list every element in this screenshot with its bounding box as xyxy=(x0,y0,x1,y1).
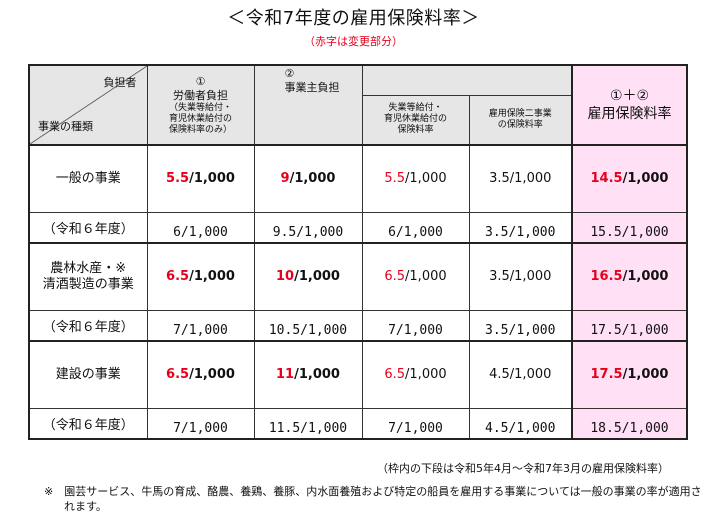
worker-rate-cell: 6.5/1,000 xyxy=(146,340,255,409)
table-row: 農林水産・※ 清酒製造の事業 6.5/1,000 10/1,000 6.5/1,… xyxy=(28,242,688,311)
employer-rate-cell: 11/1,000 xyxy=(253,340,363,409)
category-line-2: 清酒製造の事業 xyxy=(42,276,134,292)
prev-sub1-rate: 7/1,000 xyxy=(361,407,470,440)
sub1-rate-cell: 6.5/1,000 xyxy=(361,340,470,409)
total-rate-cell: 14.5/1,000 xyxy=(571,144,688,213)
prev-sub1-rate: 7/1,000 xyxy=(361,309,470,342)
corner-header-cell: 負担者 事業の種類 xyxy=(28,64,148,146)
category-cell: 農林水産・※ 清酒製造の事業 xyxy=(28,242,148,311)
employer-num: ② xyxy=(284,66,295,80)
prev-year-label: （令和６年度） xyxy=(28,407,148,440)
period-note: （枠内の下段は令和5年4月～令和7年3月の雇用保険料率） xyxy=(377,462,669,475)
table-row-prev: （令和６年度） 7/1,000 11.5/1,000 7/1,000 4.5/1… xyxy=(28,407,688,440)
sub1-line-3: 保険料率 xyxy=(397,125,434,136)
prev-sub1-rate: 6/1,000 xyxy=(361,211,470,244)
worker-note-2: 育児休業給付の xyxy=(168,113,232,124)
worker-header-cell: ① 労働者負担 （失業等給付・ 育児休業給付の 保険料率のみ） xyxy=(146,64,255,146)
prev-worker-rate: 7/1,000 xyxy=(146,407,255,440)
prev-total-rate: 15.5/1,000 xyxy=(571,211,688,244)
prev-worker-rate: 6/1,000 xyxy=(146,211,255,244)
employer-header-lower xyxy=(253,95,363,146)
table-row: 建設の事業 6.5/1,000 11/1,000 6.5/1,000 4.5/1… xyxy=(28,340,688,409)
employer-label: 事業主負担 xyxy=(284,80,340,94)
total-rate-cell: 16.5/1,000 xyxy=(571,242,688,311)
total-num: ①＋② xyxy=(609,88,650,104)
employer-rate-cell: 10/1,000 xyxy=(253,242,363,311)
prev-employer-rate: 9.5/1,000 xyxy=(253,211,363,244)
prev-total-rate: 18.5/1,000 xyxy=(571,407,688,440)
corner-bottom-label: 事業の種類 xyxy=(38,120,93,133)
prev-employer-rate: 11.5/1,000 xyxy=(253,407,363,440)
prev-total-rate: 17.5/1,000 xyxy=(571,309,688,342)
category-line-1: 農林水産・※ xyxy=(50,260,127,276)
prev-year-label: （令和６年度） xyxy=(28,309,148,342)
corner-top-label: 負担者 xyxy=(103,76,137,89)
total-label: 雇用保険料率 xyxy=(587,106,672,122)
sub2-line-1: 雇用保険二事業 xyxy=(488,108,552,119)
employer-rate-cell: 9/1,000 xyxy=(253,144,363,213)
sub2-rate-cell: 3.5/1,000 xyxy=(468,144,573,213)
category-cell: 建設の事業 xyxy=(28,340,148,409)
prev-sub2-rate: 3.5/1,000 xyxy=(468,309,573,342)
worker-note-1: （失業等給付・ xyxy=(168,102,232,113)
total-header-cell: ①＋② 雇用保険料率 xyxy=(571,64,688,146)
prev-year-label: （令和６年度） xyxy=(28,211,148,244)
rate-table: 負担者 事業の種類 ① 労働者負担 （失業等給付・ 育児休業給付の 保険料率のみ… xyxy=(28,64,688,440)
sub1-line-1: 失業等給付・ xyxy=(388,103,443,114)
worker-num: ① xyxy=(195,74,206,88)
sub2-rate-cell: 3.5/1,000 xyxy=(468,242,573,311)
prev-sub2-rate: 4.5/1,000 xyxy=(468,407,573,440)
table-row: 一般の事業 5.5/1,000 9/1,000 5.5/1,000 3.5/1,… xyxy=(28,144,688,213)
worker-label: 労働者負担 xyxy=(173,88,228,102)
category-cell: 一般の事業 xyxy=(28,144,148,213)
prev-sub2-rate: 3.5/1,000 xyxy=(468,211,573,244)
page-title: ＜令和7年度の雇用保険料率＞ xyxy=(227,8,480,29)
prev-worker-rate: 7/1,000 xyxy=(146,309,255,342)
sub1-header-cell: 失業等給付・ 育児休業給付の 保険料率 xyxy=(361,94,470,146)
page-subtitle: （赤字は変更部分） xyxy=(304,35,403,48)
worker-rate-cell: 5.5/1,000 xyxy=(146,144,255,213)
sub1-rate-cell: 6.5/1,000 xyxy=(361,242,470,311)
table-row-prev: （令和６年度） 7/1,000 10.5/1,000 7/1,000 3.5/1… xyxy=(28,309,688,342)
employer-header-cell: ② 事業主負担 xyxy=(253,64,363,95)
total-rate-cell: 17.5/1,000 xyxy=(571,340,688,409)
table-row-prev: （令和６年度） 6/1,000 9.5/1,000 6/1,000 3.5/1,… xyxy=(28,211,688,244)
sub1-rate-cell: 5.5/1,000 xyxy=(361,144,470,213)
sub2-rate-cell: 4.5/1,000 xyxy=(468,340,573,409)
employer-header-spacer xyxy=(362,64,573,95)
worker-note-3: 保険料率のみ） xyxy=(168,124,232,135)
sub2-header-cell: 雇用保険二事業 の保険料率 xyxy=(468,94,573,146)
footnote: ※ 園芸サービス、牛馬の育成、酪農、養鶏、養豚、内水面養殖および特定の船員を雇用… xyxy=(44,485,702,513)
prev-employer-rate: 10.5/1,000 xyxy=(253,309,363,342)
sub2-line-2: の保険料率 xyxy=(497,119,543,130)
sub1-line-2: 育児休業給付の xyxy=(383,114,447,125)
worker-rate-cell: 6.5/1,000 xyxy=(146,242,255,311)
